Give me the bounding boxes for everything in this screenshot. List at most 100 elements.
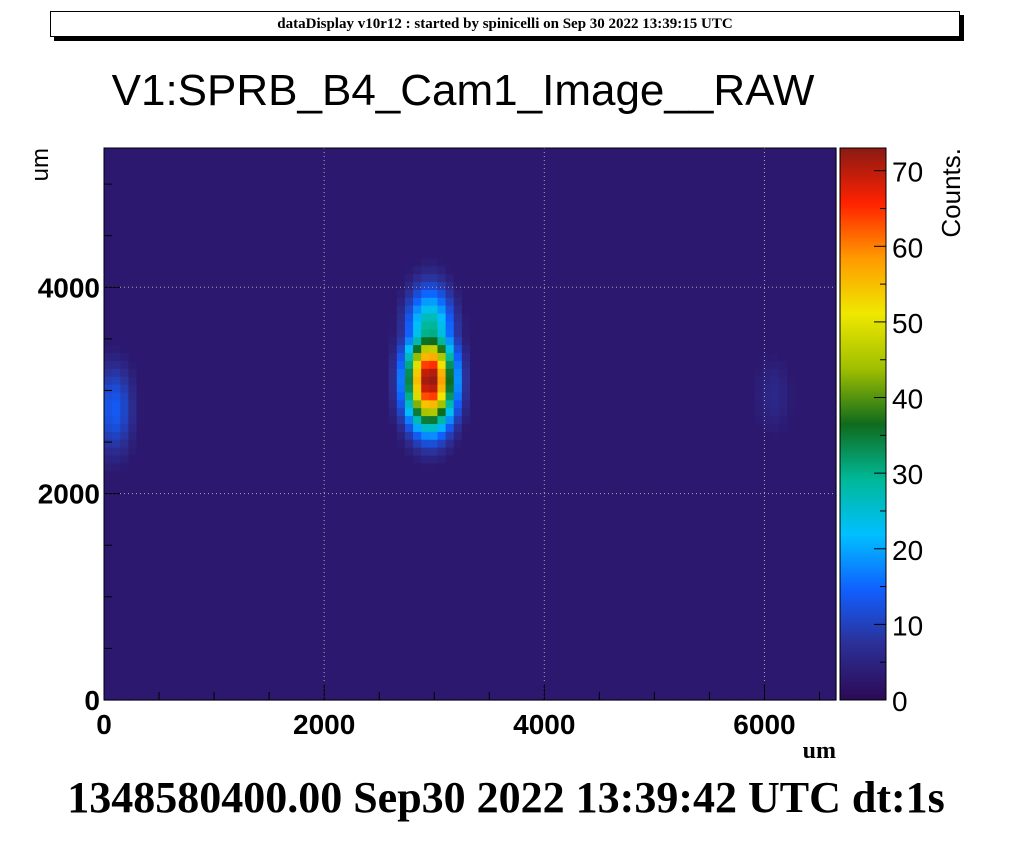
heatmap-cell — [372, 565, 382, 575]
heatmap-cell — [404, 353, 414, 362]
heatmap-cell — [250, 305, 260, 315]
heatmap-cell — [730, 148, 739, 157]
heatmap-cell — [120, 195, 129, 204]
heatmap-cell — [697, 376, 707, 386]
heatmap-cell — [250, 526, 260, 535]
heatmap-cell — [795, 321, 805, 330]
heatmap-cell — [762, 494, 772, 504]
heatmap-cell — [640, 337, 650, 346]
heatmap-cell — [339, 360, 349, 370]
heatmap-cell — [226, 226, 235, 236]
heatmap-cell — [632, 408, 642, 417]
heatmap-cell — [600, 558, 609, 567]
heatmap-cell — [787, 534, 796, 543]
heatmap-cell — [787, 250, 796, 259]
heatmap-cell — [209, 274, 219, 283]
heatmap-cell — [120, 234, 129, 244]
heatmap-cell — [714, 211, 723, 220]
heatmap-cell — [144, 400, 154, 409]
heatmap-cell — [453, 542, 463, 551]
heatmap-cell — [502, 297, 512, 307]
heatmap-cell — [331, 542, 341, 551]
heatmap-cell — [494, 534, 504, 543]
heatmap-cell — [779, 408, 788, 417]
heatmap-cell — [567, 353, 577, 362]
heatmap-cell — [380, 416, 390, 425]
heatmap-cell — [583, 218, 593, 228]
heatmap-cell — [453, 329, 463, 338]
heatmap-cell — [616, 321, 626, 330]
heatmap-cell — [779, 550, 788, 559]
heatmap-cell — [429, 242, 439, 252]
heatmap-cell — [445, 558, 455, 567]
heatmap-cell — [144, 565, 154, 575]
heatmap-cell — [396, 218, 406, 228]
heatmap-cell — [559, 345, 569, 354]
heatmap-cell — [453, 305, 463, 315]
heatmap-cell — [705, 408, 715, 417]
heatmap-cell — [339, 218, 349, 228]
heatmap-cell — [193, 550, 203, 559]
heatmap-cell — [217, 416, 227, 425]
heatmap-cell — [811, 258, 821, 267]
heatmap-cell — [526, 471, 536, 480]
heatmap-cell — [372, 542, 382, 551]
heatmap-cell — [616, 542, 626, 551]
heatmap-cell — [461, 250, 471, 259]
heatmap-cell — [169, 329, 178, 338]
heatmap-cell — [348, 250, 357, 259]
heatmap-cell — [795, 211, 805, 220]
heatmap-cell — [242, 242, 251, 252]
heatmap-cell — [697, 234, 707, 244]
heatmap-cell — [526, 558, 536, 567]
heatmap-cell — [282, 242, 292, 252]
heatmap-cell — [754, 424, 764, 433]
heatmap-cell — [112, 510, 121, 520]
heatmap-cell — [535, 534, 544, 543]
heatmap-cell — [104, 258, 113, 267]
heatmap-cell — [177, 565, 186, 575]
heatmap-cell — [413, 368, 422, 378]
heatmap-cell — [323, 581, 333, 591]
heatmap-cell — [518, 171, 528, 181]
heatmap-cell — [665, 282, 674, 291]
heatmap-cell — [299, 203, 308, 212]
heatmap-cell — [331, 455, 341, 465]
heatmap-cell — [421, 392, 430, 401]
heatmap-cell — [331, 471, 341, 480]
heatmap-cell — [421, 179, 430, 189]
heatmap-cell — [518, 392, 528, 401]
heatmap-cell — [193, 581, 203, 591]
heatmap-cell — [551, 502, 561, 512]
heatmap-cell — [404, 242, 414, 252]
heatmap-cell — [388, 510, 398, 520]
heatmap-cell — [315, 384, 325, 394]
heatmap-cell — [665, 218, 674, 228]
heatmap-cell — [657, 384, 666, 394]
heatmap-cell — [372, 345, 382, 354]
heatmap-cell — [364, 274, 373, 283]
heatmap-cell — [705, 163, 715, 173]
heatmap-cell — [380, 384, 390, 394]
heatmap-cell — [282, 565, 292, 575]
heatmap-cell — [502, 431, 512, 441]
heatmap-cell — [177, 573, 186, 583]
heatmap-cell — [396, 573, 406, 583]
heatmap-cell — [657, 368, 666, 378]
heatmap-cell — [250, 534, 260, 543]
heatmap-cell — [730, 282, 739, 291]
heatmap-cell — [535, 416, 544, 425]
heatmap-cell — [388, 148, 398, 157]
heatmap-cell — [209, 573, 219, 583]
heatmap-cell — [754, 148, 764, 157]
heatmap-cell — [470, 471, 479, 480]
heatmap-cell — [811, 416, 821, 425]
heatmap-cell — [681, 195, 691, 204]
heatmap-cell — [461, 282, 471, 291]
heatmap-cell — [136, 416, 146, 425]
heatmap-cell — [592, 360, 601, 370]
heatmap-cell — [811, 518, 821, 528]
heatmap-cell — [421, 573, 430, 583]
heatmap-cell — [445, 384, 455, 394]
heatmap-cell — [738, 479, 748, 488]
